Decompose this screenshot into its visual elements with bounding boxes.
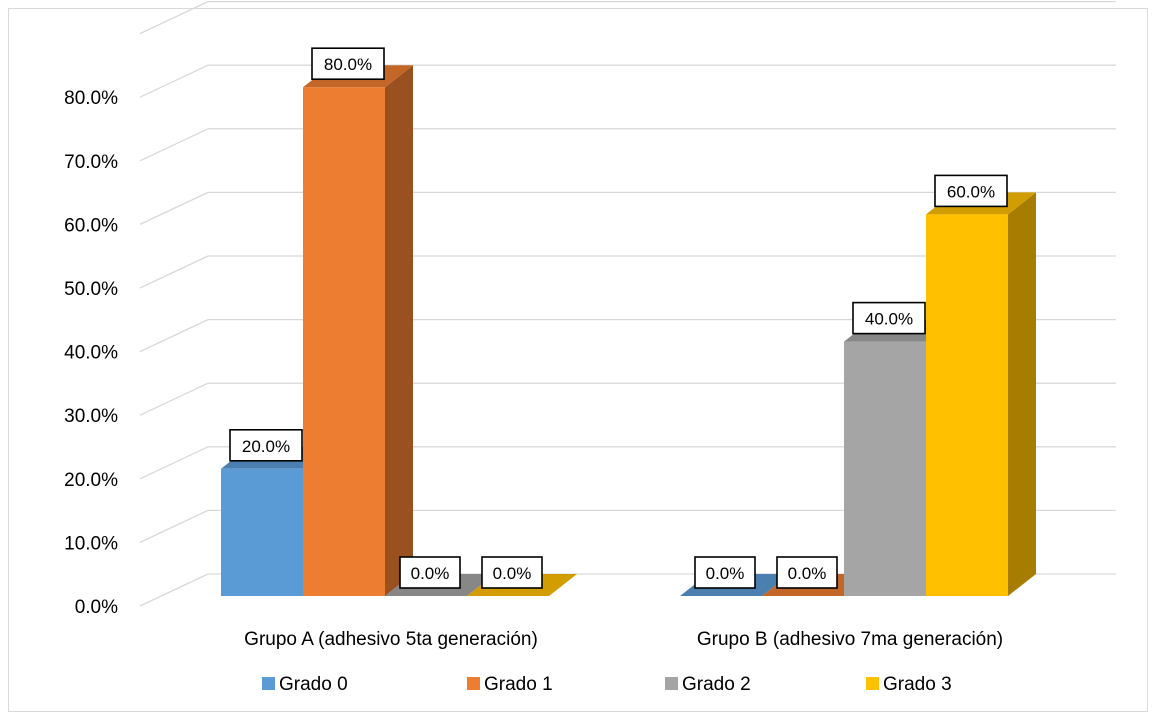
data-label: 80.0% <box>324 55 372 74</box>
data-label-box <box>776 556 838 589</box>
legend-label: Grado 1 <box>484 674 553 695</box>
legend-label: Grado 0 <box>279 674 348 695</box>
x-category-label: Grupo A (adhesivo 5ta generación) <box>244 629 538 650</box>
data-label-box <box>311 47 385 81</box>
data-label: 0.0% <box>411 564 450 583</box>
gridline-diagonal <box>139 255 209 289</box>
y-tick-label: 10.0% <box>64 533 118 554</box>
data-label: 0.0% <box>493 564 532 583</box>
gridline-diagonal <box>139 128 209 162</box>
y-tick-label: 0.0% <box>75 597 118 618</box>
legend-swatch <box>665 677 678 690</box>
y-tick-label: 80.0% <box>64 88 118 109</box>
y-tick-label: 70.0% <box>64 152 118 173</box>
bar <box>221 468 303 596</box>
data-label-box <box>481 556 543 589</box>
gridline-diagonal <box>139 382 209 416</box>
y-tick-label: 50.0% <box>64 279 118 300</box>
gridline-diagonal <box>139 446 209 480</box>
gridline-diagonal <box>139 64 209 98</box>
data-label: 0.0% <box>706 564 745 583</box>
bar-side <box>1008 192 1036 596</box>
data-label: 40.0% <box>865 310 913 329</box>
data-label-box <box>852 301 926 335</box>
gridline-diagonal <box>139 573 209 607</box>
bar-side <box>385 65 413 596</box>
data-label-box <box>229 428 303 462</box>
legend-label: Grado 3 <box>883 674 952 695</box>
data-label-box <box>934 174 1008 208</box>
y-tick-label: 60.0% <box>64 215 118 236</box>
data-label: 60.0% <box>947 182 995 201</box>
data-label: 20.0% <box>242 437 290 456</box>
data-label-box <box>399 556 461 589</box>
bar <box>926 214 1008 596</box>
bar <box>844 341 926 596</box>
chart-frame <box>8 8 1148 712</box>
legend-label: Grado 2 <box>682 674 751 695</box>
bar <box>303 87 385 596</box>
x-category-label: Grupo B (adhesivo 7ma generación) <box>697 629 1003 650</box>
y-tick-label: 30.0% <box>64 406 118 427</box>
legend-swatch <box>262 677 275 690</box>
gridline-diagonal <box>139 1 209 35</box>
data-label: 0.0% <box>788 564 827 583</box>
gridline-diagonal <box>139 191 209 225</box>
legend-swatch <box>467 677 480 690</box>
y-tick-label: 20.0% <box>64 470 118 491</box>
data-label-box <box>694 556 756 589</box>
gridline-diagonal <box>139 509 209 543</box>
legend-swatch <box>866 677 879 690</box>
gridline-diagonal <box>139 319 209 353</box>
y-tick-label: 40.0% <box>64 343 118 364</box>
